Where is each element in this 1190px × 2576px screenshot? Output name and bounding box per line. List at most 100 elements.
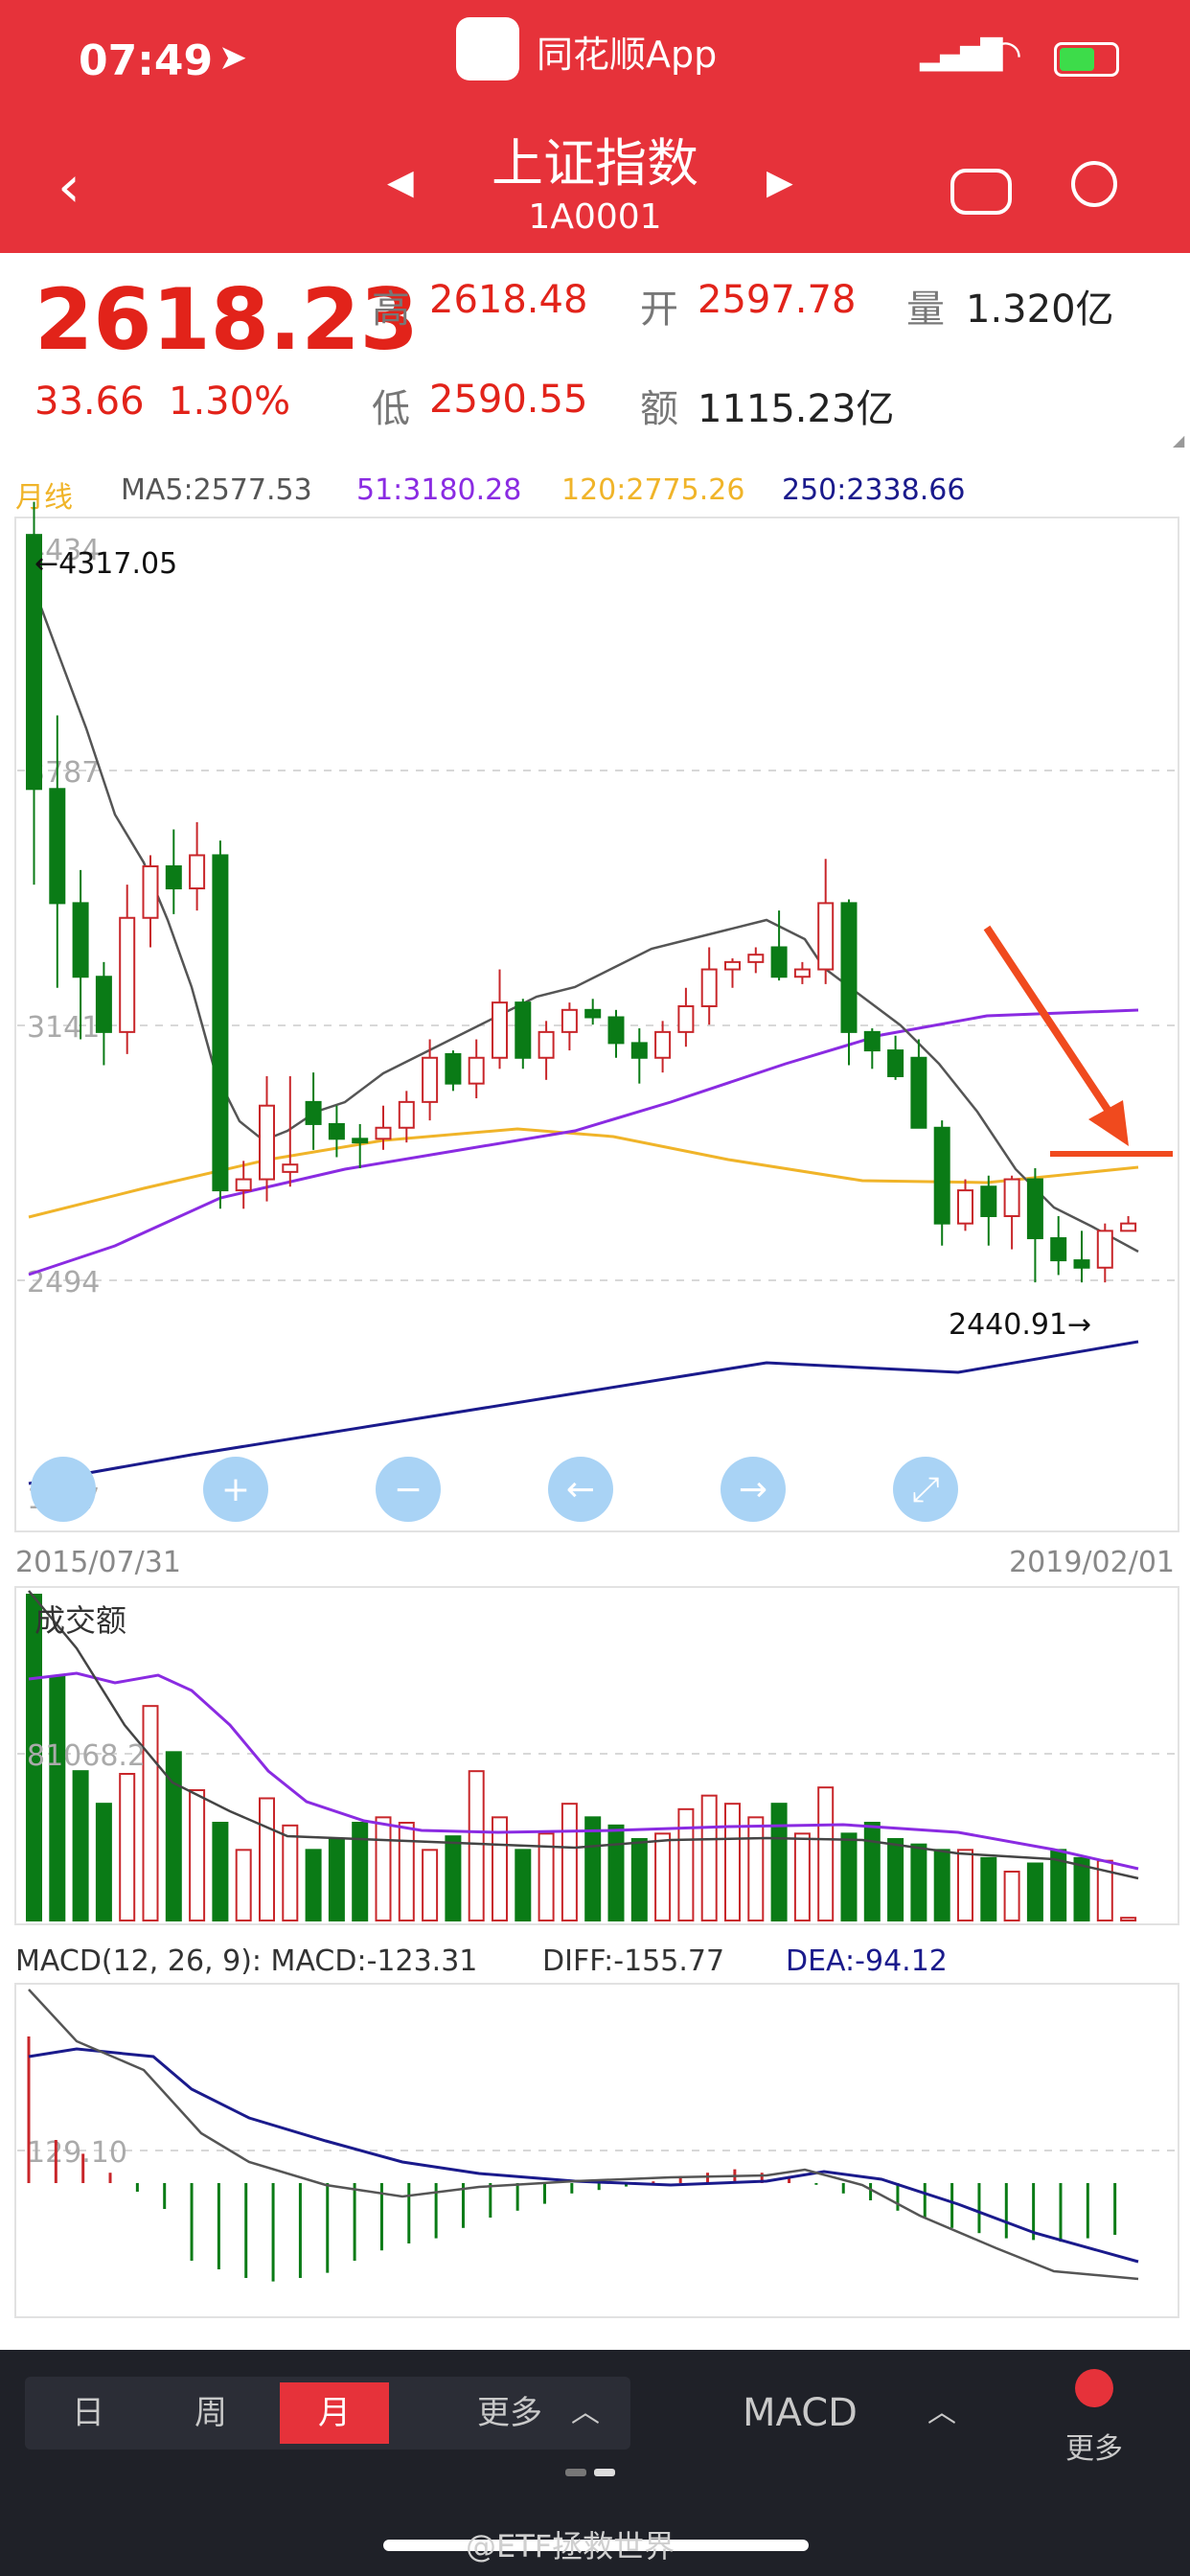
pan-left-button[interactable] bbox=[548, 1457, 613, 1522]
candle bbox=[305, 1100, 322, 1125]
candle bbox=[747, 954, 765, 963]
candle bbox=[26, 534, 42, 791]
volume-bar bbox=[492, 1816, 508, 1922]
candle bbox=[189, 854, 206, 890]
home-indicator[interactable] bbox=[383, 2540, 809, 2551]
volume-bar bbox=[282, 1824, 299, 1922]
candle bbox=[887, 1049, 904, 1077]
tab-more[interactable]: 更多 bbox=[477, 2394, 542, 2432]
more-button[interactable]: 更多 bbox=[1065, 2432, 1123, 2466]
candle bbox=[282, 1163, 299, 1173]
diff-value: DIFF:-155.77 bbox=[542, 1944, 724, 1978]
volume-panel-border bbox=[14, 1586, 1179, 1925]
candle bbox=[165, 864, 182, 890]
volume-bar bbox=[468, 1770, 485, 1921]
candle bbox=[538, 1030, 555, 1059]
price-change: 33.66 bbox=[34, 380, 145, 424]
more-dot-icon[interactable] bbox=[1075, 2369, 1113, 2407]
chevron-up-icon[interactable]: ︿ bbox=[571, 2396, 600, 2429]
fullscreen-button[interactable] bbox=[893, 1457, 958, 1522]
candle bbox=[700, 968, 718, 1007]
open-label: 开 bbox=[640, 288, 678, 332]
volume-bar bbox=[212, 1822, 229, 1921]
chart-mode-button[interactable] bbox=[31, 1457, 96, 1522]
candle bbox=[445, 1052, 462, 1085]
candle bbox=[422, 1056, 439, 1103]
low-label: 低 bbox=[372, 387, 410, 431]
volume-bar bbox=[235, 1849, 252, 1922]
date-end-label: 2019/02/01 bbox=[1009, 1546, 1175, 1579]
tab-day[interactable]: 日 bbox=[72, 2394, 104, 2432]
volume-bar bbox=[49, 1675, 66, 1921]
volume-bar bbox=[445, 1835, 462, 1921]
wifi-icon: ◠ bbox=[989, 33, 1022, 77]
kline-chart-area[interactable]: 4434 3787 3141 2494 1847 ←4317.05 2440.9… bbox=[0, 0, 1190, 2350]
candle bbox=[654, 1030, 672, 1059]
volume-bar bbox=[142, 1705, 159, 1921]
ma51-value: 51:3180.28 bbox=[356, 473, 522, 507]
tab-month[interactable]: 月 bbox=[280, 2382, 389, 2444]
candle bbox=[840, 902, 858, 1033]
robot-icon[interactable] bbox=[950, 169, 1012, 215]
volume-bar bbox=[980, 1856, 997, 1922]
ma51-line bbox=[28, 1008, 1139, 1276]
ma-legend: 月线 MA5:2577.53 51:3180.28 120:2775.26 25… bbox=[0, 454, 1190, 515]
volume-bar bbox=[1073, 1856, 1090, 1922]
candle bbox=[910, 1056, 927, 1129]
candle bbox=[817, 902, 835, 971]
zoom-out-button[interactable] bbox=[376, 1457, 441, 1522]
search-icon[interactable] bbox=[1071, 161, 1117, 207]
low-value: 2590.55 bbox=[429, 378, 588, 422]
volume-bar bbox=[1003, 1871, 1020, 1921]
date-start-label: 2015/07/31 bbox=[15, 1546, 181, 1579]
volume-bar bbox=[700, 1794, 718, 1921]
volume-tick: 81068.2 bbox=[27, 1739, 146, 1773]
prev-stock-button[interactable]: ◀ bbox=[387, 163, 414, 202]
ma5-value: MA5:2577.53 bbox=[121, 473, 312, 507]
ma250-value: 250:2338.66 bbox=[782, 473, 966, 507]
zoom-in-button[interactable] bbox=[203, 1457, 268, 1522]
period-label[interactable]: 月线 bbox=[15, 481, 73, 515]
annotation-arrow bbox=[983, 925, 1173, 1157]
last-price: 2618.23 bbox=[34, 270, 419, 369]
candle bbox=[770, 946, 788, 978]
candle bbox=[1026, 1178, 1043, 1240]
candle bbox=[957, 1189, 973, 1225]
high-value: 2618.48 bbox=[429, 278, 588, 322]
minus-icon: − bbox=[394, 1470, 423, 1509]
high-label: 高 bbox=[372, 288, 410, 332]
candle bbox=[933, 1126, 950, 1225]
app-logo-icon bbox=[456, 17, 519, 80]
ma250-line bbox=[28, 1340, 1139, 1485]
candle bbox=[212, 854, 229, 1192]
volume-bar bbox=[607, 1824, 625, 1922]
signal-icon: ▂▄▆█ bbox=[920, 38, 1002, 72]
amount-value: 1115.23亿 bbox=[698, 387, 895, 431]
next-stock-button[interactable]: ▶ bbox=[767, 163, 793, 202]
expand-icon: ⤢ bbox=[912, 1470, 940, 1509]
expand-corner-icon[interactable]: ◢ bbox=[1173, 431, 1185, 449]
pan-right-button[interactable] bbox=[721, 1457, 786, 1522]
quote-panel: 2618.23 33.66 1.30% 高 2618.48 低 2590.55 … bbox=[0, 253, 1190, 454]
macd-panel-border bbox=[14, 1983, 1179, 2318]
candle bbox=[142, 864, 159, 919]
candle bbox=[328, 1122, 345, 1140]
tab-week[interactable]: 周 bbox=[195, 2394, 227, 2432]
volume-ma-line-purple bbox=[28, 1671, 1139, 1871]
back-button[interactable]: ‹ bbox=[57, 153, 80, 220]
indicator-selector[interactable]: MACD bbox=[743, 2391, 858, 2435]
volume-bar bbox=[538, 1832, 555, 1922]
volume-bar bbox=[26, 1594, 42, 1921]
candle bbox=[561, 1008, 578, 1033]
candle bbox=[630, 1042, 648, 1059]
volume-bar bbox=[189, 1789, 206, 1921]
volume-bar bbox=[1120, 1917, 1137, 1921]
candle bbox=[95, 976, 112, 1033]
indicator-chevron-up-icon[interactable]: ︿ bbox=[927, 2396, 956, 2429]
volume-value: 1.320亿 bbox=[966, 288, 1114, 332]
macd-histogram-group bbox=[27, 2036, 1117, 2282]
volume-bar bbox=[328, 1838, 345, 1921]
candle bbox=[677, 1004, 695, 1033]
page-indicator-dot-active bbox=[594, 2469, 615, 2476]
ma5-line bbox=[31, 584, 1139, 1254]
